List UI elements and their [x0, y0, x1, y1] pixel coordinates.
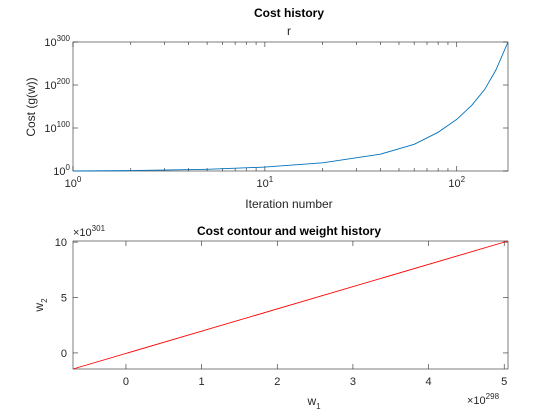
x-tick-label: 0 [123, 376, 129, 388]
weight-history-x-label: w1 [306, 394, 321, 411]
x-tick-label: 100 [65, 175, 82, 190]
x-tick-label: 102 [448, 175, 465, 190]
y-axis-multiplier: ×10301 [73, 224, 106, 239]
y-tick-label: 5 [61, 293, 67, 305]
weight-history-axes: Cost contour and weight history 0 1 2 3 4 5 0… [32, 224, 509, 411]
weight-history-title: Cost contour and weight history [197, 224, 381, 238]
weight-history-series [72, 240, 509, 370]
cost-history-series [72, 41, 509, 172]
weight-history-y-label: w2 [32, 298, 49, 313]
x-tick-label: 4 [426, 376, 432, 388]
y-tick-label: 10300 [44, 34, 70, 49]
cost-series-line [72, 41, 509, 172]
weight-history-y-ticks: 0 5 10 [55, 237, 508, 360]
weight-history-x-ticks: 0 1 2 3 4 5 [123, 241, 507, 388]
y-tick-label: 10200 [44, 77, 70, 92]
cost-history-x-label: Iteration number [245, 197, 332, 211]
x-tick-label: 101 [257, 175, 274, 190]
y-tick-label: 10 [55, 237, 67, 249]
x-tick-label: 3 [350, 376, 356, 388]
cost-history-axes: r 100 101 102 100 10100 10200 10300 Iteration… [24, 24, 509, 211]
figure-title: Cost history [254, 6, 324, 20]
x-tick-label: 1 [199, 376, 205, 388]
weight-history-plot-frame [72, 240, 509, 370]
y-tick-label: 100 [53, 163, 70, 178]
cost-history-plot-frame [72, 41, 509, 172]
weight-history-line [72, 240, 509, 370]
cost-history-title: r [287, 24, 291, 38]
cost-history-y-ticks: 100 10100 10200 10300 [44, 34, 508, 178]
y-tick-label: 10100 [44, 120, 70, 135]
y-tick-label: 0 [61, 348, 67, 360]
x-tick-label: 2 [274, 376, 280, 388]
cost-history-x-ticks: 100 101 102 [65, 42, 466, 190]
x-tick-label: 5 [501, 376, 507, 388]
cost-history-y-label: Cost (g(w)) [24, 77, 38, 136]
x-axis-multiplier: ×10298 [467, 392, 500, 407]
